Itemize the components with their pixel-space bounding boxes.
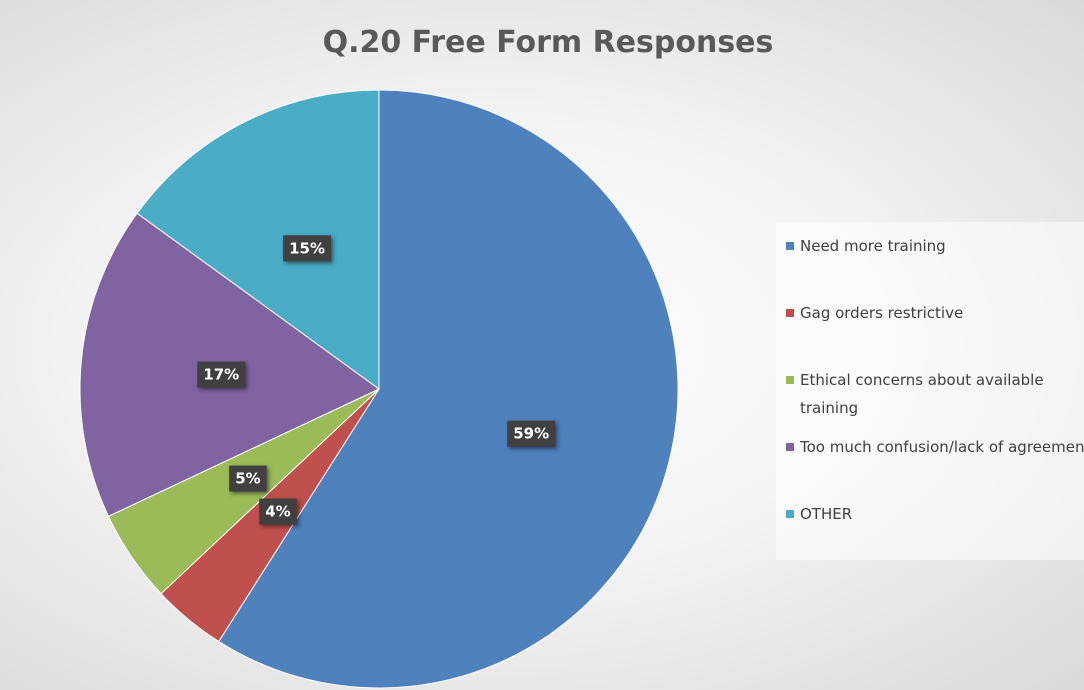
value-label: 15% bbox=[289, 239, 325, 257]
legend-entry: Need more training bbox=[786, 232, 1084, 299]
chart-title: Q.20 Free Form Responses bbox=[323, 25, 774, 60]
legend-label: Need more training bbox=[800, 237, 946, 255]
value-label: 17% bbox=[203, 366, 239, 384]
legend-swatch bbox=[786, 309, 794, 317]
legend-label: Gag orders restrictive bbox=[800, 304, 964, 322]
legend-label: Ethical concerns about available trainin… bbox=[800, 371, 1044, 417]
legend-swatch bbox=[786, 242, 794, 250]
value-label-box bbox=[197, 361, 246, 388]
legend-swatch bbox=[786, 443, 794, 451]
value-label: 59% bbox=[513, 425, 549, 443]
legend: Need more training Gag orders restrictive… bbox=[776, 222, 1084, 560]
legend-entry: Ethical concerns about available trainin… bbox=[786, 366, 1084, 433]
value-label: 4% bbox=[265, 503, 290, 521]
legend-label: Too much confusion/lack of agreement bbox=[800, 438, 1084, 456]
legend-entry: Too much confusion/lack of agreement bbox=[786, 433, 1084, 500]
legend-entries: Need more training Gag orders restrictive… bbox=[786, 232, 1084, 560]
legend-swatch bbox=[786, 376, 794, 384]
value-labels: 59% 4% 5% 17% 15% bbox=[197, 235, 556, 525]
legend-entry: OTHER bbox=[786, 500, 1084, 560]
slice bbox=[136, 89, 380, 390]
legend-label: OTHER bbox=[800, 505, 853, 523]
value-label-box bbox=[507, 420, 556, 447]
slice bbox=[218, 89, 679, 689]
value-label-box bbox=[229, 465, 267, 492]
value-label-box bbox=[283, 235, 332, 262]
value-label: 5% bbox=[235, 470, 260, 488]
legend-swatch bbox=[786, 510, 794, 518]
value-label-box bbox=[259, 498, 297, 525]
pie bbox=[79, 89, 679, 689]
legend-entry: Gag orders restrictive bbox=[786, 299, 1084, 366]
